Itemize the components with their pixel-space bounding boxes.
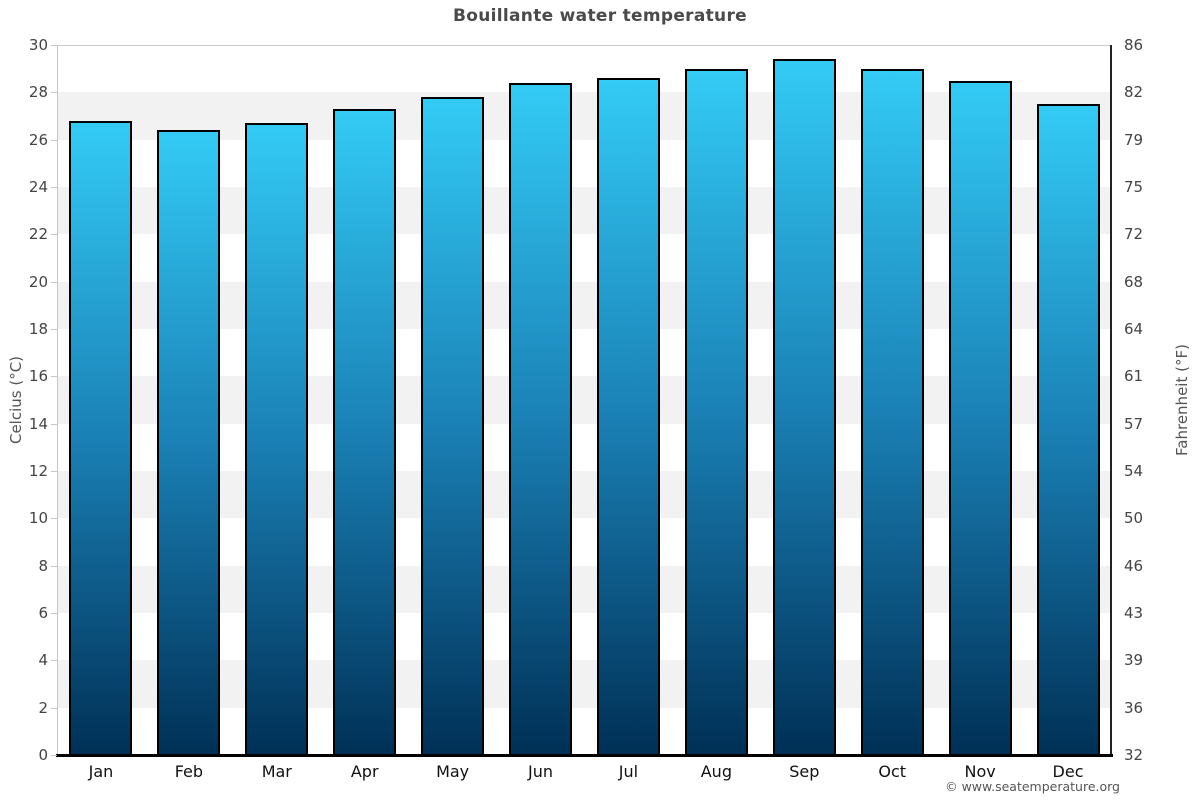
y-tick-label-celsius: 24 [28, 178, 48, 196]
y-tick-mark [51, 187, 57, 188]
x-tick-label-sep: Sep [789, 762, 820, 781]
y-tick-label-fahrenheit: 36 [1124, 698, 1144, 717]
x-tick-label-apr: Apr [350, 762, 379, 781]
y-tick-label-fahrenheit: 32 [1124, 746, 1144, 764]
footer-credit: © www.seatemperature.org [945, 779, 1120, 794]
bar-sep [772, 59, 836, 755]
y-tick-mark [51, 139, 57, 141]
y-axis-title-fahrenheit: Fahrenheit (°F) [1173, 344, 1191, 456]
bar-jul [596, 78, 660, 755]
x-tick-label-dec: Dec [1052, 762, 1084, 781]
x-tick-label-feb: Feb [174, 762, 204, 781]
bar-dec [1036, 104, 1100, 755]
bar-nov [948, 80, 1012, 755]
x-tick-label-jul: Jul [618, 762, 639, 781]
bar-aug [684, 68, 748, 755]
x-tick-label-jun: Jun [528, 762, 554, 781]
y-tick-mark [51, 660, 57, 662]
y-tick-label-fahrenheit: 43 [1124, 604, 1144, 622]
y-tick-mark [51, 565, 57, 567]
grid-band [57, 187, 1112, 235]
bar-jan [69, 120, 133, 755]
y-tick-mark [51, 471, 57, 472]
x-tick-label-nov: Nov [964, 762, 996, 781]
y-axis-left-line [57, 45, 58, 755]
y-axis-right-line [1110, 45, 1112, 755]
plot-top-border [57, 45, 1112, 46]
y-tick-label-fahrenheit: 86 [1124, 36, 1144, 54]
y-tick-label-fahrenheit: 72 [1124, 225, 1144, 244]
x-axis-line [56, 754, 1113, 757]
y-tick-mark [51, 423, 57, 425]
grid-band [57, 234, 1112, 282]
y-tick-mark [51, 755, 57, 756]
x-tick-label-oct: Oct [878, 762, 907, 781]
grid-band [57, 45, 1112, 93]
y-tick-mark [51, 234, 57, 236]
x-tick-label-may: May [436, 762, 470, 781]
grid-band [57, 376, 1112, 424]
y-tick-label-celsius: 2 [38, 698, 48, 717]
y-tick-label-celsius: 30 [28, 36, 48, 54]
grid-band [57, 281, 1112, 329]
y-tick-label-fahrenheit: 64 [1124, 320, 1144, 338]
y-tick-label-fahrenheit: 75 [1124, 178, 1144, 196]
y-tick-label-celsius: 20 [28, 272, 48, 291]
grid-band [57, 471, 1112, 519]
y-tick-label-fahrenheit: 82 [1124, 83, 1144, 102]
y-tick-label-fahrenheit: 61 [1124, 367, 1144, 386]
y-tick-label-celsius: 16 [28, 367, 48, 386]
grid-band [57, 92, 1112, 140]
x-tick-label-aug: Aug [700, 762, 732, 781]
y-tick-mark [51, 92, 57, 94]
y-tick-label-celsius: 18 [28, 320, 48, 338]
y-tick-label-fahrenheit: 79 [1124, 130, 1144, 149]
y-tick-label-celsius: 26 [28, 130, 48, 149]
y-tick-mark [51, 329, 57, 330]
y-tick-mark [51, 45, 57, 46]
grid-band [57, 565, 1112, 613]
y-tick-label-fahrenheit: 68 [1124, 272, 1144, 291]
bar-oct [860, 68, 924, 755]
y-tick-mark [51, 376, 57, 378]
grid-band [57, 329, 1112, 377]
bar-jun [509, 82, 573, 755]
y-tick-label-celsius: 8 [38, 556, 48, 575]
plot-area [56, 45, 1113, 757]
grid-band [57, 660, 1112, 708]
chart-title: Bouillante water temperature [453, 6, 747, 26]
y-tick-label-celsius: 0 [38, 746, 48, 764]
grid-band [57, 139, 1112, 187]
x-tick-label-mar: Mar [261, 762, 292, 781]
grid-band [57, 707, 1112, 755]
y-tick-label-fahrenheit: 39 [1124, 651, 1144, 670]
y-tick-label-celsius: 28 [28, 83, 48, 102]
bar-feb [157, 130, 221, 755]
y-tick-mark [51, 707, 57, 709]
y-tick-label-celsius: 14 [28, 414, 48, 433]
y-tick-label-celsius: 12 [28, 462, 48, 480]
y-tick-label-fahrenheit: 50 [1124, 509, 1144, 528]
bar-may [421, 97, 485, 755]
y-tick-label-fahrenheit: 46 [1124, 556, 1144, 575]
y-tick-label-fahrenheit: 54 [1124, 462, 1144, 480]
y-tick-label-celsius: 4 [38, 651, 48, 670]
grid-band [57, 613, 1112, 661]
y-tick-label-fahrenheit: 57 [1124, 414, 1144, 433]
grid-band [57, 423, 1112, 471]
y-tick-label-celsius: 10 [28, 509, 48, 528]
bar-apr [333, 108, 397, 755]
x-tick-label-jan: Jan [88, 762, 114, 781]
bar-mar [245, 123, 309, 755]
y-tick-label-celsius: 6 [38, 604, 48, 622]
y-tick-mark [51, 281, 57, 283]
y-tick-label-celsius: 22 [28, 225, 48, 244]
y-axis-title-celsius: Celcius (°C) [7, 355, 25, 445]
y-tick-mark [51, 518, 57, 520]
grid-band [57, 518, 1112, 566]
y-tick-mark [51, 613, 57, 614]
